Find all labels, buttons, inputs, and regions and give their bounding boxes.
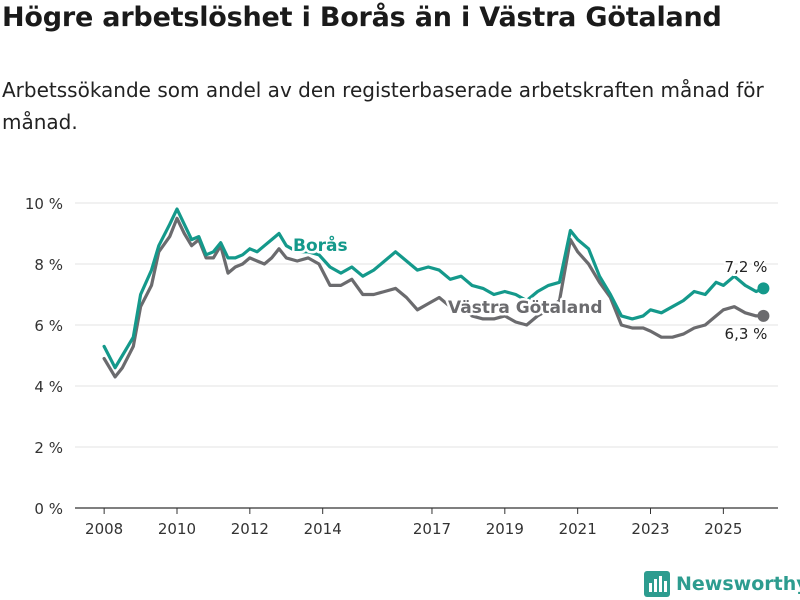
chart-title: Högre arbetslöshet i Borås än i Västra G… [2, 2, 722, 33]
vastra-gotaland-line[interactable] [102, 216, 765, 379]
vastra-gotaland-series-label: Västra Götaland [448, 298, 603, 318]
line-chart: 0 % 2 % 4 % 6 % 8 % 10 % 2008 2010 2012 2014 2017… [25, 195, 778, 538]
boras-series-label: Borås [293, 234, 348, 256]
y-tick-label: 8 % [34, 256, 63, 274]
boras-line[interactable] [102, 207, 765, 370]
x-tick-label: 2008 [85, 520, 123, 538]
bar-chart-logo-icon [644, 571, 670, 597]
vastra-gotaland-end-value-label: 6,3 % [725, 325, 768, 343]
x-tick-label: 2021 [559, 520, 597, 538]
vastra-gotaland-end-point[interactable] [757, 309, 770, 322]
x-tick-label: 2019 [486, 520, 524, 538]
x-tick-label: 2023 [631, 520, 669, 538]
y-tick-label: 2 % [34, 439, 63, 457]
y-tick-label: 4 % [34, 378, 63, 396]
brand-name: Newsworthy [676, 573, 800, 595]
x-tick-label: 2014 [304, 520, 342, 538]
series-lines [102, 207, 770, 379]
y-tick-label: 10 % [25, 195, 63, 213]
x-tick-label: 2017 [413, 520, 451, 538]
y-tick-label: 6 % [34, 317, 63, 335]
grid-lines [75, 202, 778, 509]
x-tick-label: 2010 [158, 520, 196, 538]
x-axis: 2008 2010 2012 2014 2017 2019 2021 2023 2025 [85, 508, 742, 538]
boras-end-value-label: 7,2 % [725, 258, 768, 276]
newsworthy-brand[interactable]: Newsworthy [644, 570, 800, 598]
y-tick-label: 0 % [34, 500, 63, 518]
x-tick-label: 2025 [704, 520, 742, 538]
series-labels: Borås Västra Götaland 7,2 % 6,3 % [291, 232, 770, 346]
x-tick-label: 2012 [231, 520, 269, 538]
y-axis: 0 % 2 % 4 % 6 % 8 % 10 % [25, 195, 63, 518]
boras-end-point[interactable] [757, 282, 770, 295]
chart-subtitle: Arbetssökande som andel av den registerb… [2, 78, 764, 134]
